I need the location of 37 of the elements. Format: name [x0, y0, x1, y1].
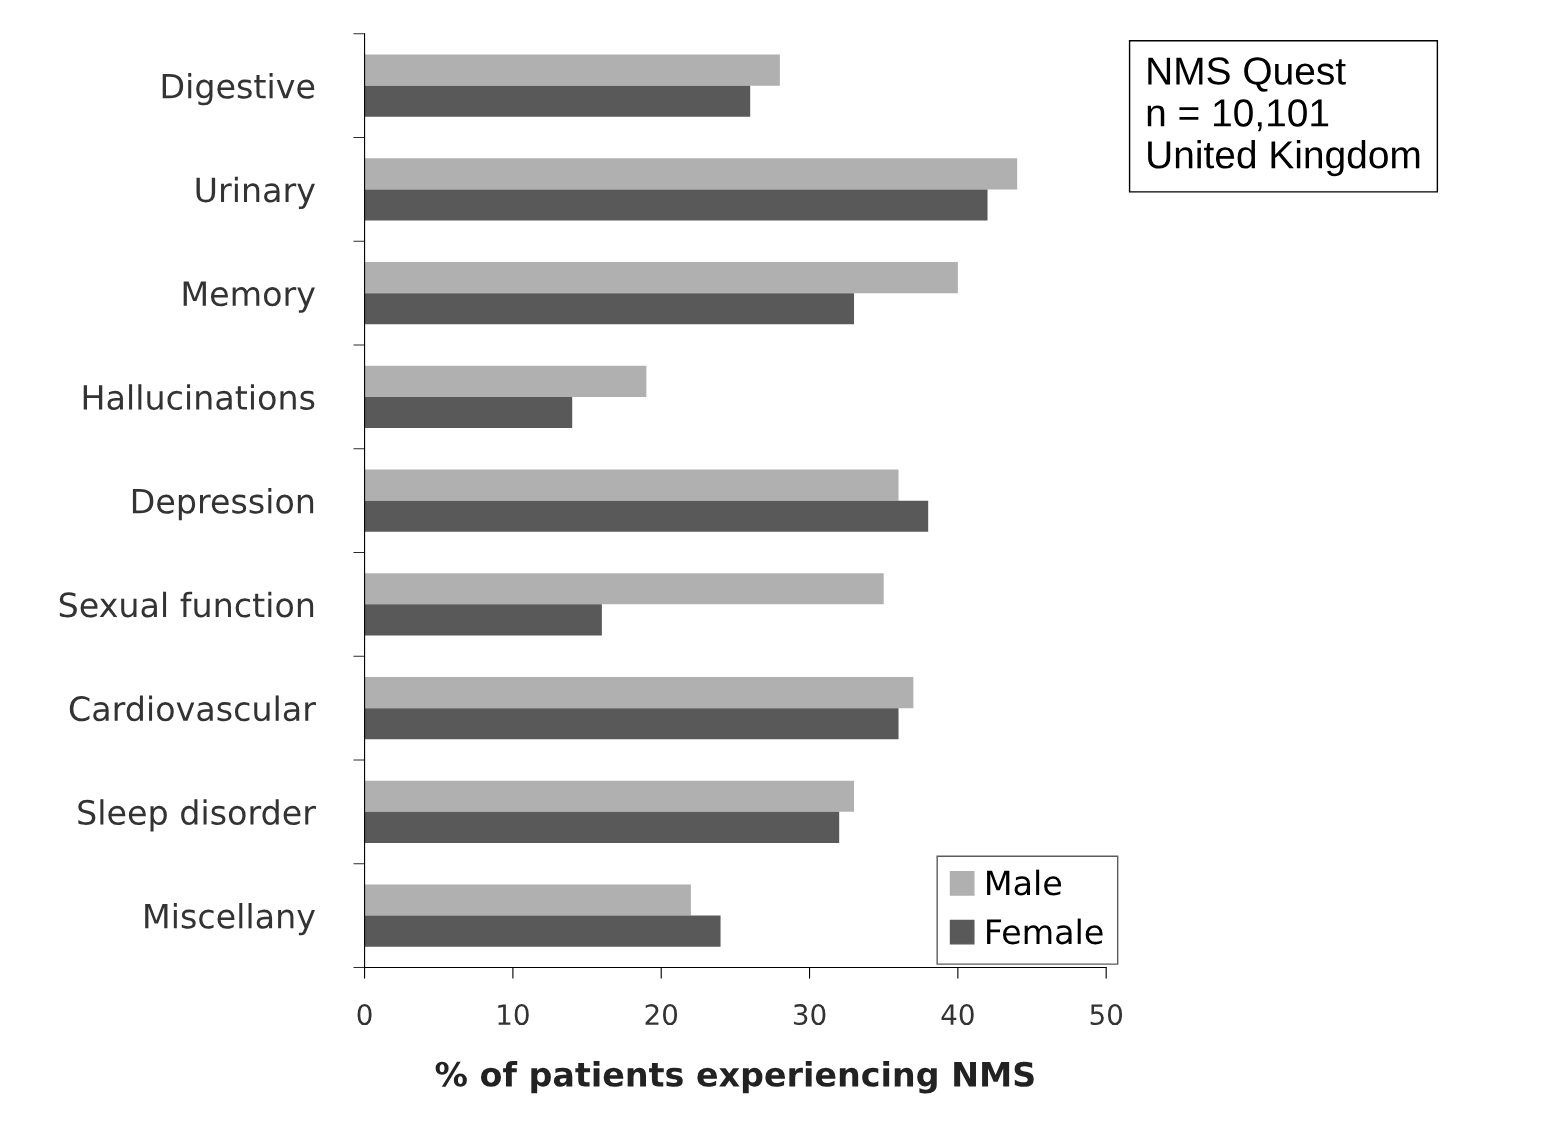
- bar: [364, 573, 884, 605]
- x-axis-title: % of patients experiencing NMS: [435, 1061, 1034, 1094]
- y-tick-label: Cardiovascular: [69, 695, 316, 722]
- legend-label: Female: [987, 918, 1103, 945]
- y-tick-label: Urinary: [196, 176, 315, 209]
- x-tick-label: 10: [498, 1004, 529, 1026]
- y-tick-label: Miscellany: [145, 902, 315, 936]
- bar: [364, 811, 840, 843]
- y-tick-label: Digestive: [162, 72, 315, 106]
- y-tick-label: Sleep disorder: [78, 799, 316, 832]
- y-tick-label: Memory: [183, 281, 315, 313]
- y-tick-label: Depression: [132, 487, 314, 521]
- bar: [364, 85, 751, 117]
- bar: [364, 915, 721, 947]
- bar: [364, 262, 958, 294]
- y-tick-label: Hallucinations: [83, 384, 315, 411]
- x-tick-label: 40: [941, 1004, 974, 1026]
- text: NMS Quest n = 10,101 United Kingdom: [1147, 57, 1420, 177]
- legend-label: Male: [987, 869, 1062, 896]
- bar: [364, 780, 855, 812]
- x-tick-label: 20: [645, 1004, 678, 1026]
- bar: [364, 54, 780, 86]
- bar: [364, 500, 929, 532]
- bar: [364, 469, 899, 501]
- bar: [364, 677, 914, 709]
- y-tick-label: Sexual function: [59, 591, 314, 618]
- bar: [364, 708, 899, 740]
- x-tick-label: 50: [1090, 1004, 1123, 1026]
- bar: [364, 158, 1018, 190]
- bar: [364, 396, 573, 428]
- bar: [364, 293, 855, 325]
- bar: [364, 884, 691, 916]
- bar: [364, 189, 988, 221]
- x-tick-label: 30: [793, 1004, 826, 1026]
- bar: [364, 604, 602, 636]
- x-tick-label: 0: [357, 1004, 372, 1026]
- bar: [364, 365, 647, 397]
